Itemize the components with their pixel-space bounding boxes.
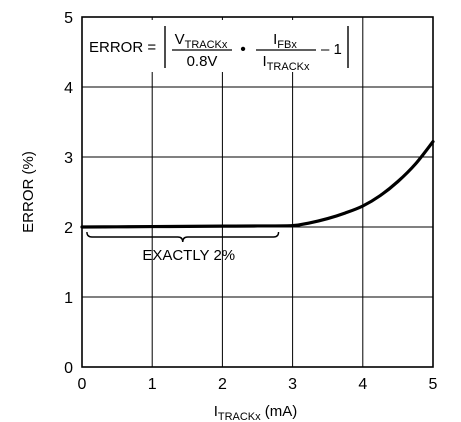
x-axis-label: ITRACKx (mA) [214, 403, 298, 422]
formula-frac1-numerator: VTRACKx [175, 31, 228, 51]
x-axis-label-main: I [214, 403, 218, 420]
plot-frame [81, 16, 434, 368]
formula-frac1-denominator: 0.8V [187, 53, 218, 70]
x-tick-label: 5 [429, 376, 438, 393]
x-tick-label: 0 [78, 376, 87, 393]
exactly-2-percent-label: EXACTLY 2% [142, 247, 235, 264]
data-points [81, 141, 434, 228]
x-axis-label-subscript: TRACKx [218, 411, 261, 422]
x-tick-label: 1 [148, 376, 157, 393]
y-tick-label: 2 [64, 220, 73, 237]
formula-lhs: ERROR = [89, 39, 156, 56]
y-tick-label: 0 [64, 360, 73, 377]
formula-frac2-den-main: I [263, 53, 267, 70]
formula-dot: • [240, 41, 246, 58]
y-axis-label: ERROR (%) [20, 151, 37, 233]
formula-frac2-num-main: I [273, 31, 277, 48]
formula-frac1-num-main: V [175, 31, 185, 48]
y-tick-label: 3 [64, 150, 73, 167]
y-tick-label: 1 [64, 290, 73, 307]
formula-tail: – 1 [321, 41, 342, 58]
formula-frac2-numerator: IFBx [273, 31, 297, 51]
y-tick-label: 4 [64, 80, 73, 97]
x-tick-label: 4 [358, 376, 367, 393]
error-curve [80, 140, 435, 229]
formula-frac2-den-sub: TRACKx [267, 61, 310, 73]
x-axis-label-unit: (mA) [261, 403, 298, 420]
tick-labels: 0 1 2 3 4 5 0 1 2 3 4 5 [64, 10, 437, 393]
formula-frac2-denominator: ITRACKx [263, 53, 310, 73]
formula-frac1-num-sub: TRACKx [185, 39, 228, 51]
x-tick-label: 2 [218, 376, 227, 393]
exactly-2-percent-brace [86, 231, 280, 243]
formula-frac2-num-sub: FBx [277, 39, 297, 51]
y-tick-label: 5 [64, 10, 73, 27]
x-tick-label: 3 [288, 376, 297, 393]
error-formula: ERROR = VTRACKx 0.8V • IFBx ITRACKx – 1 [84, 20, 360, 73]
